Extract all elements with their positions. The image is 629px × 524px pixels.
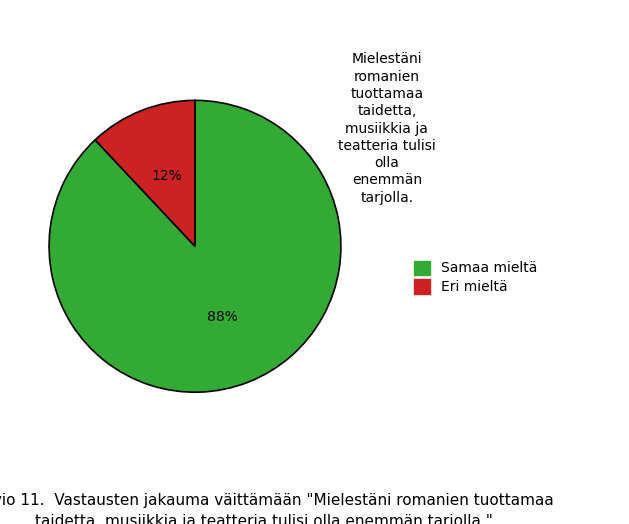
Text: 12%: 12%: [152, 169, 182, 183]
Wedge shape: [95, 101, 195, 246]
Wedge shape: [49, 101, 341, 392]
Text: 88%: 88%: [208, 310, 238, 324]
Text: Kuvio 11.  Vastausten jakauma väittämään "Mielestäni romanien tuottamaa
taidetta: Kuvio 11. Vastausten jakauma väittämään …: [0, 493, 554, 524]
Legend: Samaa mieltä, Eri mieltä: Samaa mieltä, Eri mieltä: [413, 260, 538, 294]
Text: Mielestäni
romanien
tuottamaa
taidetta,
musiikkia ja
teatteria tulisi
olla
enemm: Mielestäni romanien tuottamaa taidetta, …: [338, 52, 436, 205]
